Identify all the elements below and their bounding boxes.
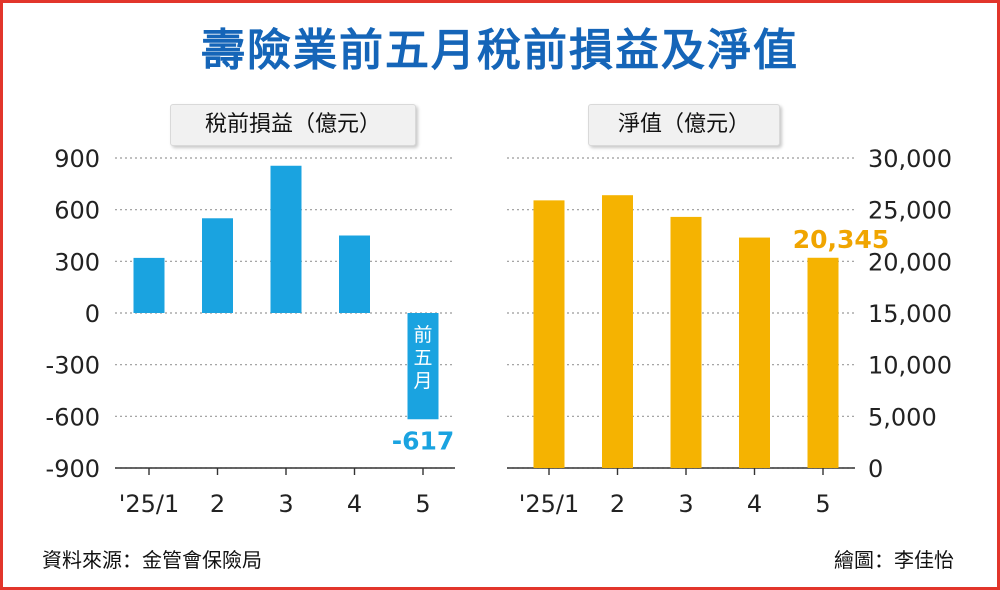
y-tick-label: 0 [868, 455, 883, 483]
bar [270, 165, 302, 313]
bar [807, 257, 839, 468]
y-tick-label: 0 [85, 300, 100, 328]
x-tick-label: 2 [210, 490, 225, 518]
y-tick-label: 30,000 [868, 145, 952, 173]
x-tick-label: '25/1 [119, 490, 180, 518]
x-tick-label: 3 [678, 490, 693, 518]
x-tick-label: 5 [815, 490, 830, 518]
x-tick-label: 4 [347, 490, 362, 518]
y-tick-label: 15,000 [868, 300, 952, 328]
y-tick-label: 5,000 [868, 403, 937, 431]
bar-annotation-char: 前 [413, 324, 432, 346]
y-tick-label: 600 [54, 197, 100, 225]
bar [670, 216, 702, 468]
y-tick-label: 10,000 [868, 352, 952, 380]
data-label: -617 [392, 426, 455, 455]
bar [339, 235, 370, 313]
x-tick-label: '25/1 [519, 490, 580, 518]
y-tick-label: -600 [46, 403, 100, 431]
bar [202, 218, 233, 313]
bar [133, 257, 165, 313]
y-tick-label: 900 [54, 145, 100, 173]
y-tick-label: -300 [46, 352, 100, 380]
y-tick-label: 20,000 [868, 248, 952, 276]
x-tick-label: 4 [747, 490, 762, 518]
bar-annotation-char: 五 [413, 347, 432, 369]
x-tick-label: 3 [278, 490, 293, 518]
credit-note: 繪圖：李佳怡 [834, 548, 954, 572]
y-tick-label: 300 [54, 248, 100, 276]
y-tick-label: 25,000 [868, 197, 952, 225]
y-tick-label: -900 [46, 455, 100, 483]
x-tick-label: 2 [610, 490, 625, 518]
bar [739, 237, 770, 468]
right-panel-title: 淨值（億元） [588, 104, 780, 146]
chart-title: 壽險業前五月稅前損益及淨值 [201, 25, 799, 76]
source-note: 資料來源：金管會保險局 [42, 548, 262, 572]
left-panel-title: 稅前損益（億元） [170, 104, 416, 146]
bar-annotation-char: 月 [413, 370, 432, 392]
bar [533, 200, 565, 468]
x-tick-label: 5 [415, 490, 430, 518]
bar [407, 313, 439, 420]
data-label: 20,345 [793, 225, 889, 254]
bar [602, 195, 633, 468]
